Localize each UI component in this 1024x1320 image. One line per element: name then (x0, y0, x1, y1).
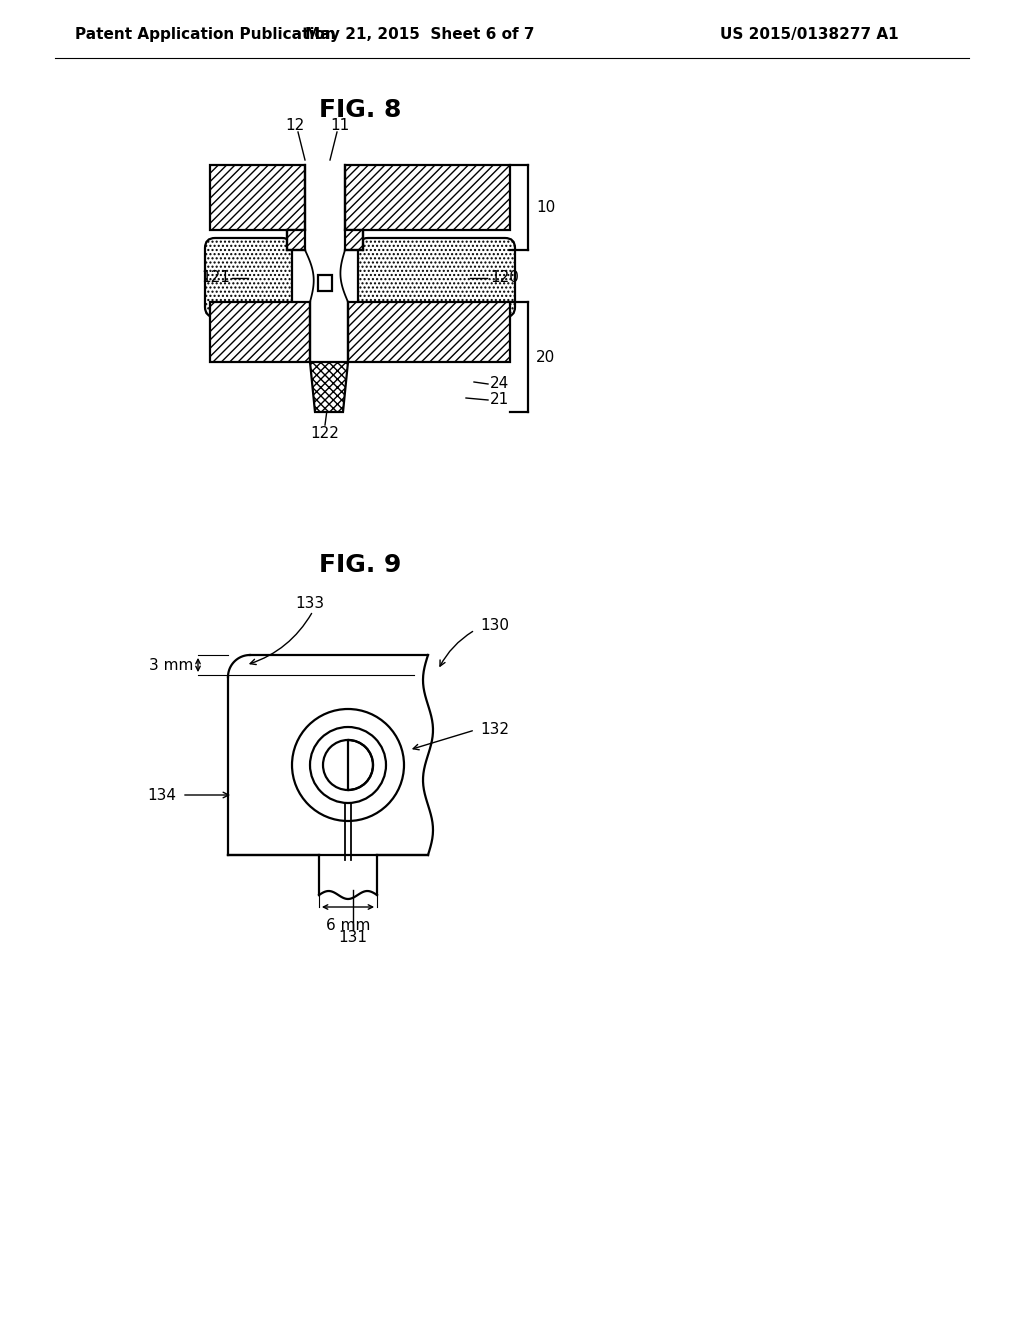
Text: 6 mm: 6 mm (326, 917, 371, 933)
Text: 21: 21 (490, 392, 509, 408)
Bar (345, 230, 362, 249)
Bar (345, 165, 510, 230)
Bar (348, 302, 510, 362)
Text: 24: 24 (490, 376, 509, 392)
Bar (210, 165, 305, 230)
Text: FIG. 8: FIG. 8 (318, 98, 401, 121)
Bar (210, 302, 310, 362)
FancyBboxPatch shape (205, 238, 292, 317)
Polygon shape (310, 362, 348, 412)
Text: 120: 120 (490, 271, 519, 285)
Circle shape (310, 727, 386, 803)
Text: FIG. 9: FIG. 9 (318, 553, 401, 577)
Circle shape (292, 709, 404, 821)
Text: US 2015/0138277 A1: US 2015/0138277 A1 (720, 28, 899, 42)
Text: 134: 134 (147, 788, 176, 803)
Bar (348, 302, 510, 362)
Text: 10: 10 (536, 201, 555, 215)
Text: 121: 121 (201, 271, 230, 285)
Text: 131: 131 (339, 929, 368, 945)
Text: May 21, 2015  Sheet 6 of 7: May 21, 2015 Sheet 6 of 7 (305, 28, 535, 42)
Text: 132: 132 (480, 722, 509, 738)
Text: Patent Application Publication: Patent Application Publication (75, 28, 336, 42)
Text: 133: 133 (296, 595, 325, 610)
Text: 130: 130 (480, 618, 509, 632)
Bar (287, 230, 305, 249)
Bar (210, 302, 310, 362)
Text: 11: 11 (331, 117, 349, 132)
Bar (345, 165, 510, 230)
Text: 3 mm: 3 mm (148, 657, 193, 672)
Bar (210, 165, 305, 230)
Circle shape (323, 741, 373, 789)
Bar (318, 275, 332, 290)
Bar (305, 165, 345, 362)
FancyBboxPatch shape (358, 238, 515, 317)
Bar (287, 230, 305, 249)
Text: 122: 122 (310, 426, 339, 441)
Bar (345, 230, 362, 249)
Text: 20: 20 (536, 350, 555, 364)
Text: 12: 12 (286, 117, 304, 132)
